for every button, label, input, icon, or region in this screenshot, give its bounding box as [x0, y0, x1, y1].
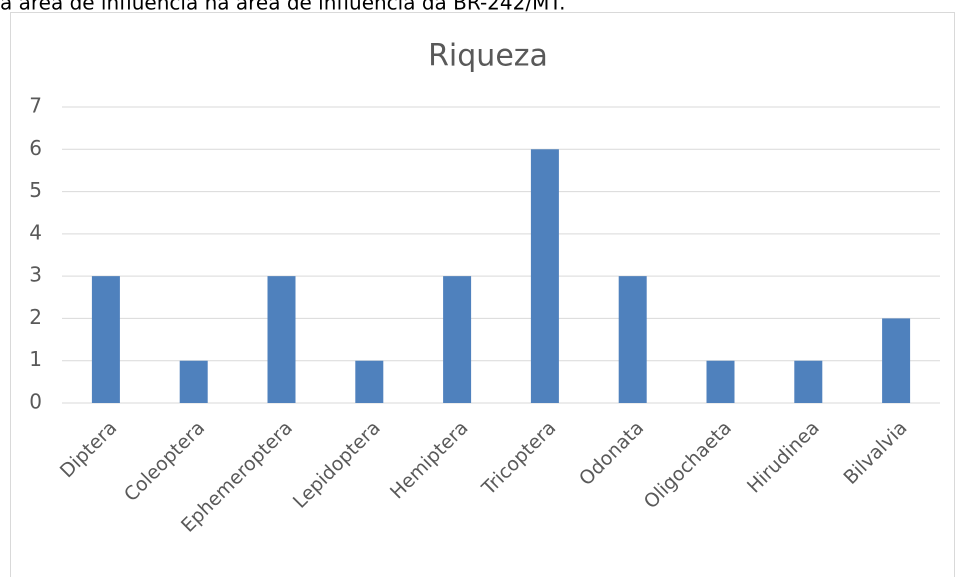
y-tick-label: 0 [29, 390, 42, 414]
caption: a área de influência na área de influênc… [0, 0, 566, 15]
y-tick-label: 3 [29, 263, 42, 287]
x-tick-label: Hemiptera [386, 417, 473, 504]
bar [618, 276, 647, 403]
y-tick-label: 2 [29, 305, 42, 329]
chart-border [10, 12, 955, 577]
x-tick-label: Oligochaeta [640, 417, 736, 513]
bar [91, 276, 120, 403]
bar [267, 276, 296, 403]
x-tick-label: Diptera [56, 417, 121, 482]
bar [706, 360, 735, 403]
chart-title: Riqueza [428, 39, 548, 74]
bar [355, 360, 384, 403]
y-tick-label: 4 [29, 220, 42, 244]
x-tick-label: Odonata [575, 417, 648, 490]
y-tick-label: 7 [29, 94, 42, 118]
bar [530, 149, 559, 403]
x-tick-label: Coleoptera [120, 417, 209, 506]
bar [179, 360, 208, 403]
x-tick-label: Tricoptera [477, 417, 560, 500]
bar [443, 276, 472, 403]
bar [882, 318, 911, 403]
x-tick-label: Lepidoptera [289, 417, 385, 513]
y-tick-label: 6 [29, 136, 42, 160]
y-tick-label: 1 [29, 347, 42, 371]
bar [794, 360, 823, 403]
x-tick-label: Bilvalvia [839, 417, 911, 489]
y-tick-label: 5 [29, 178, 42, 202]
x-tick-label: Hirudinea [743, 417, 824, 498]
